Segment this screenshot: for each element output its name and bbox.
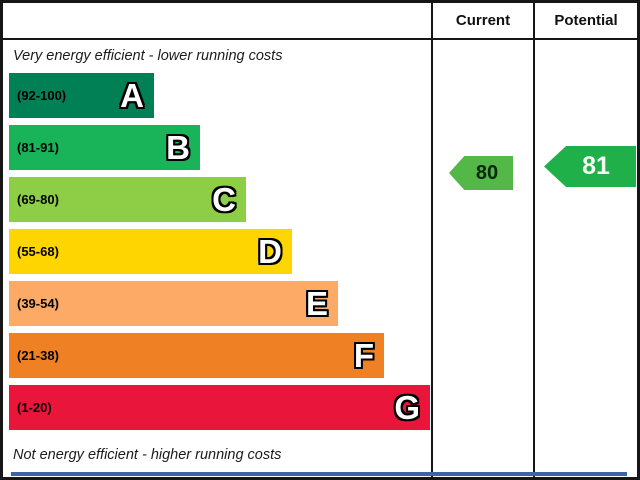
band-row-a: (92-100) A bbox=[9, 73, 154, 118]
band-range-label: (69-80) bbox=[17, 192, 59, 207]
band-range-label: (1-20) bbox=[17, 400, 52, 415]
band-row-e: (39-54) E bbox=[9, 281, 338, 326]
current-rating-arrow: 80 bbox=[449, 156, 513, 190]
band-letter: D bbox=[258, 233, 282, 270]
band-letter: G bbox=[394, 389, 420, 426]
column-divider-current bbox=[431, 3, 433, 477]
band-row-d: (55-68) D bbox=[9, 229, 292, 274]
bottom-blue-line bbox=[11, 472, 627, 476]
band-row-b: (81-91) B bbox=[9, 125, 200, 170]
band-letter: B bbox=[166, 129, 190, 166]
potential-rating-arrow: 81 bbox=[544, 146, 636, 187]
column-header-current: Current bbox=[455, 12, 511, 29]
band-row-c: (69-80) C bbox=[9, 177, 246, 222]
band-letter: C bbox=[212, 181, 236, 218]
band-row-g: (1-20) G bbox=[9, 385, 430, 430]
top-caption: Very energy efficient - lower running co… bbox=[13, 48, 283, 64]
band-range-label: (39-54) bbox=[17, 296, 59, 311]
band-letter: F bbox=[353, 337, 374, 374]
column-header-potential: Potential bbox=[554, 12, 618, 29]
header-divider-line bbox=[3, 38, 637, 40]
band-range-label: (81-91) bbox=[17, 140, 59, 155]
band-range-label: (21-38) bbox=[17, 348, 59, 363]
bottom-caption: Not energy efficient - higher running co… bbox=[13, 447, 282, 463]
band-list: (92-100) A (81-91) B (69-80) C (55-68) D… bbox=[9, 73, 430, 437]
band-letter: E bbox=[305, 285, 328, 322]
band-range-label: (55-68) bbox=[17, 244, 59, 259]
band-row-f: (21-38) F bbox=[9, 333, 384, 378]
column-divider-potential bbox=[533, 3, 535, 477]
band-range-label: (92-100) bbox=[17, 88, 67, 103]
band-letter: A bbox=[120, 77, 144, 114]
